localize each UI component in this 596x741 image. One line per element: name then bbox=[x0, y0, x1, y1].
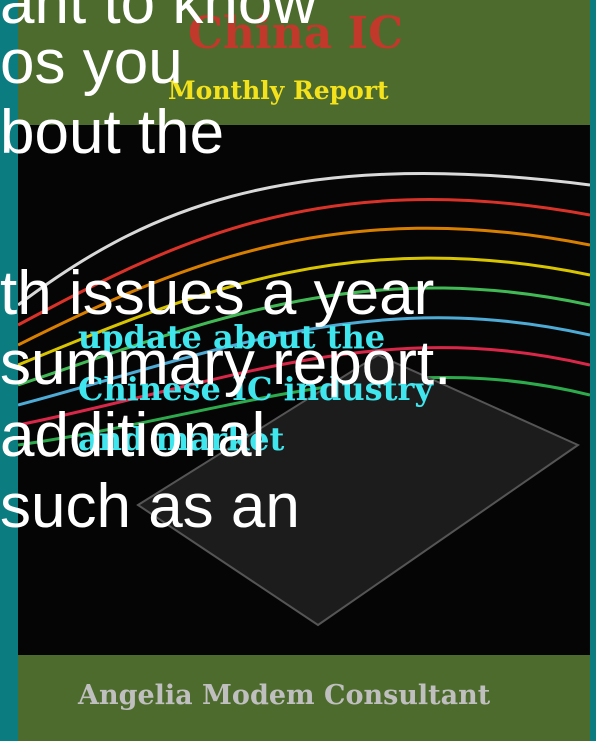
overlay-text: such as an bbox=[0, 472, 300, 541]
book-cover: China IC Monthly Report update about the… bbox=[18, 0, 590, 741]
overlay-text: os you bbox=[0, 28, 183, 97]
overlay-text: ant to know bbox=[0, 0, 318, 37]
cover-subtitle: Monthly Report bbox=[168, 76, 389, 105]
cover-title: China IC bbox=[188, 8, 404, 59]
overlay-text: bout the bbox=[0, 98, 225, 167]
overlay-text: th issues a year bbox=[0, 259, 435, 328]
cover-tagline: and market bbox=[78, 420, 285, 458]
cover-art bbox=[18, 125, 590, 655]
cover-tagline: update about the bbox=[78, 318, 386, 356]
cover-author: Angelia Modem Consultant bbox=[78, 680, 491, 711]
overlay-text: summary report. bbox=[0, 329, 452, 398]
cover-tagline: Chinese IC industry bbox=[78, 370, 433, 408]
overlay-text: additional bbox=[0, 401, 266, 470]
